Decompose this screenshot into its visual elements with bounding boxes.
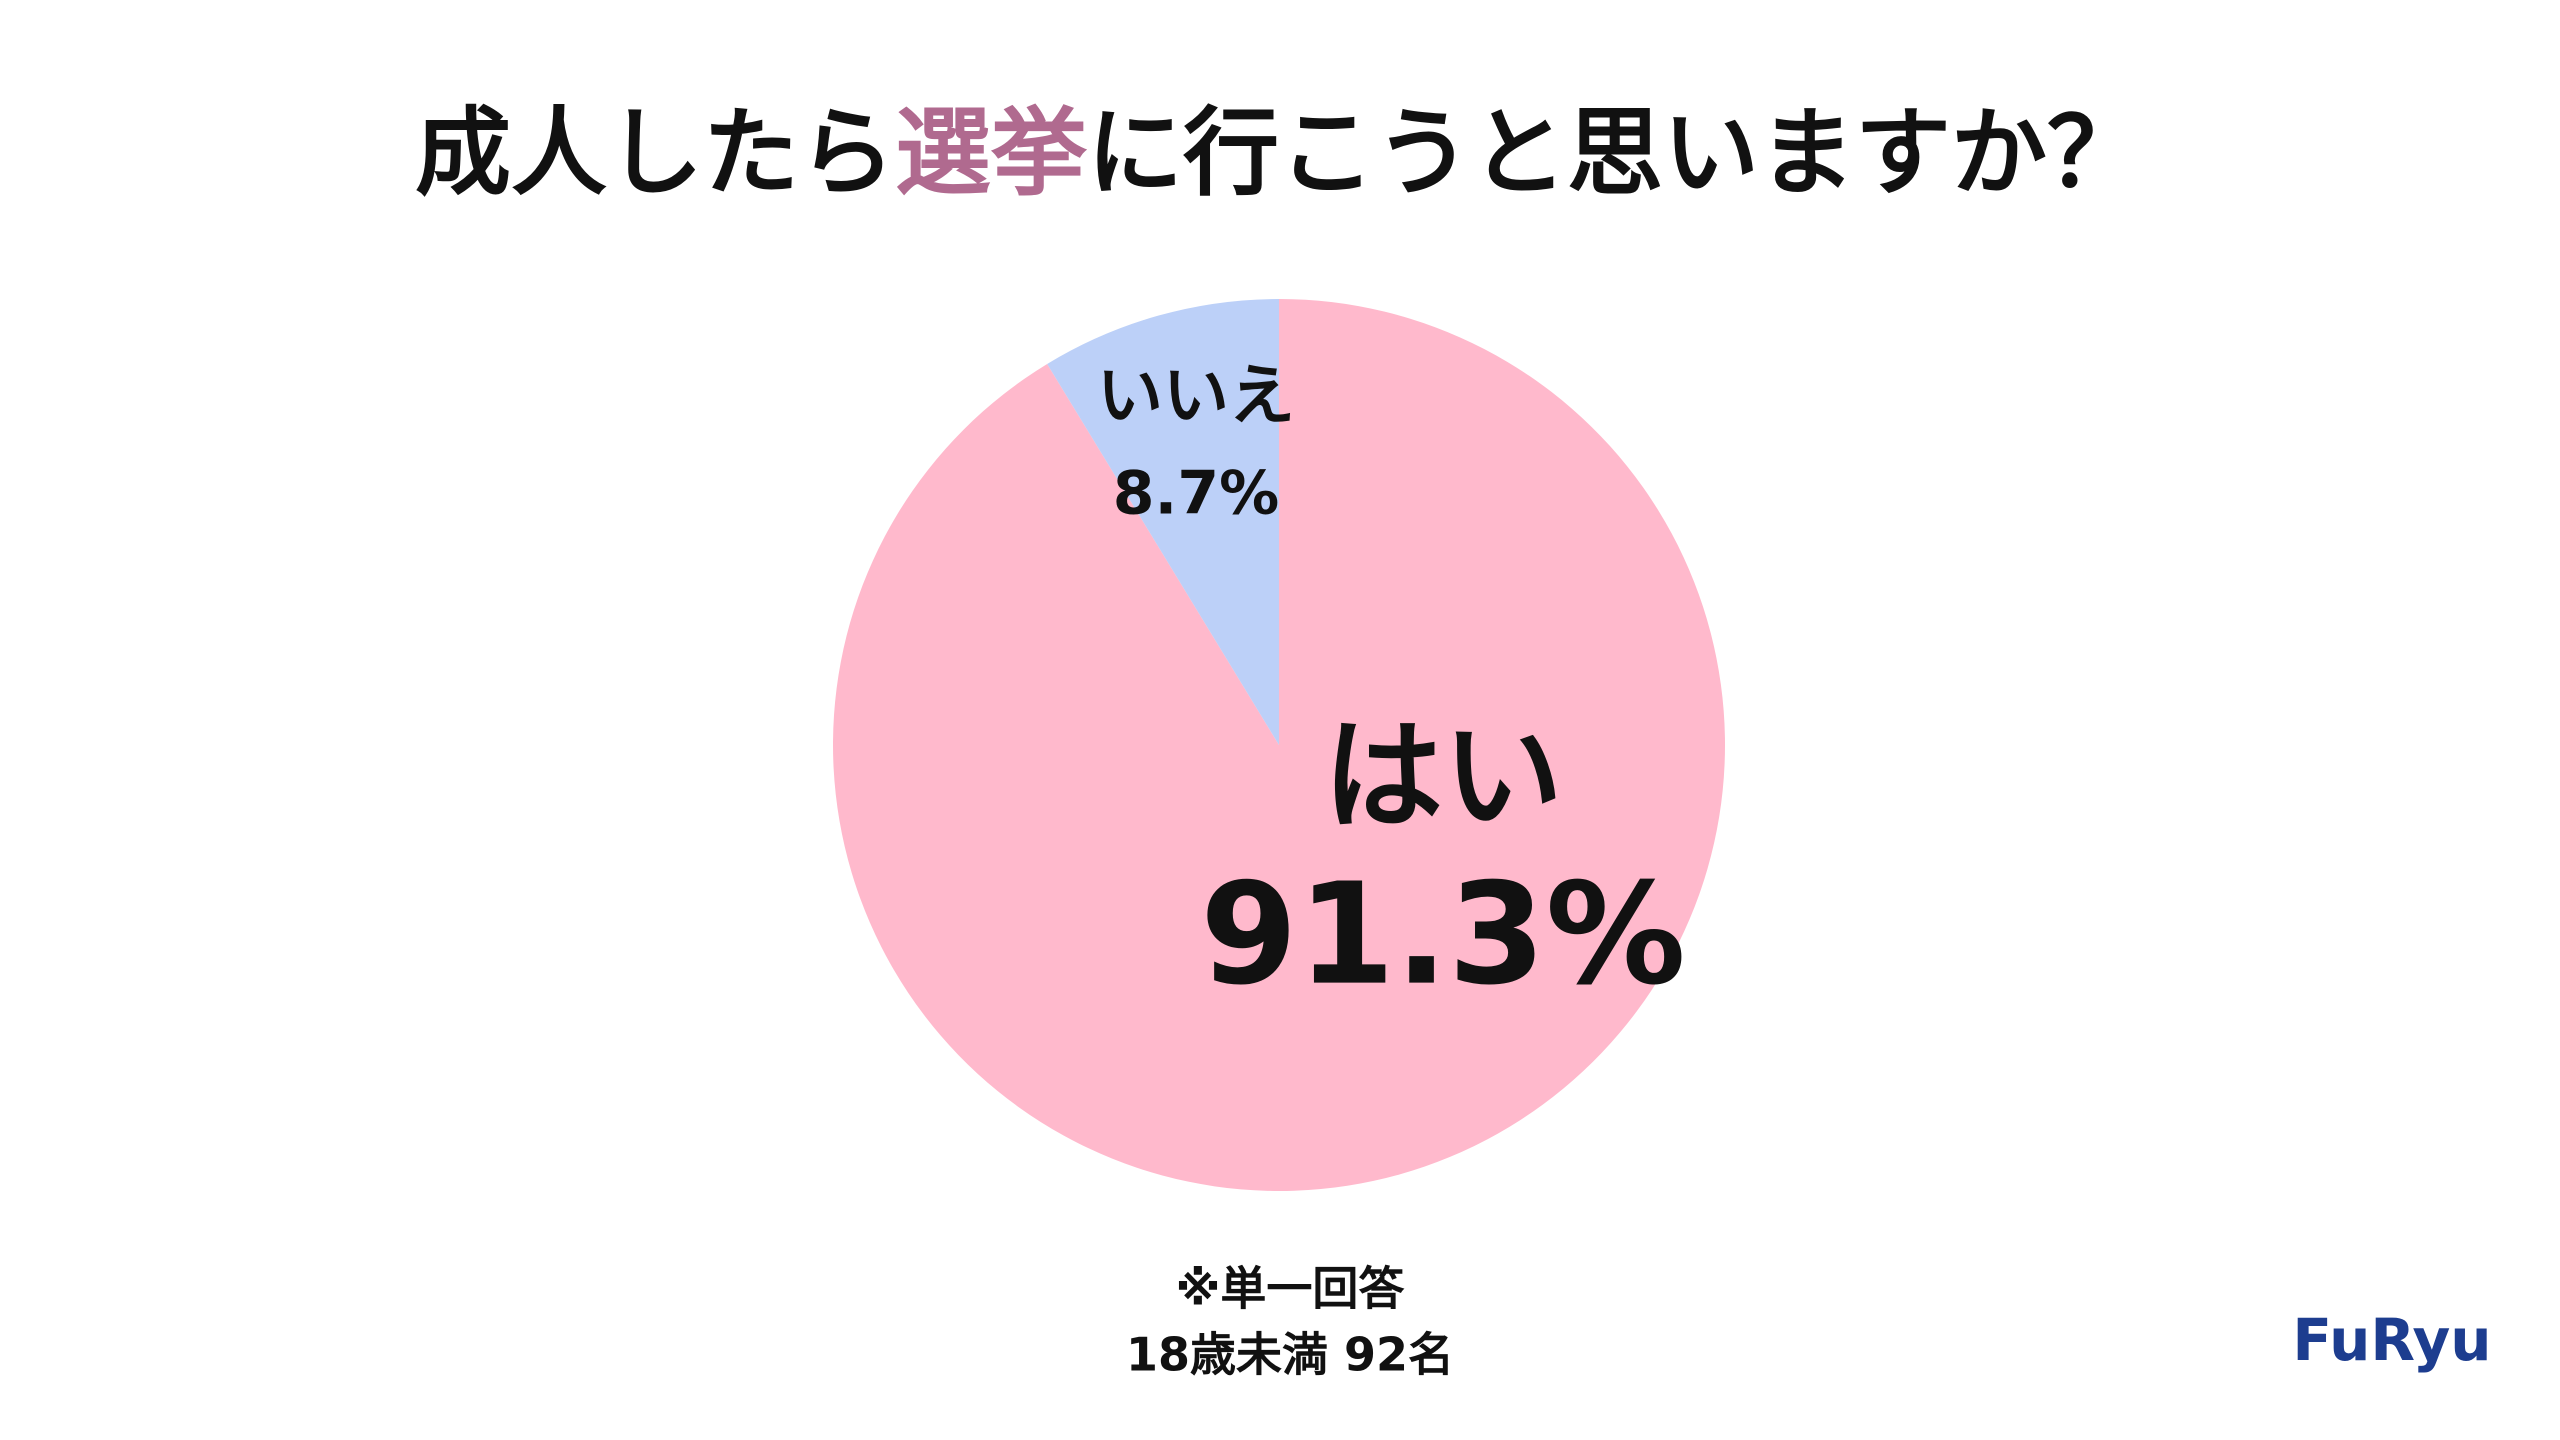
pie	[833, 299, 1726, 1191]
slice-label: はい	[1323, 708, 1563, 847]
note: ※単一回答	[1176, 1262, 1406, 1316]
note: 18歳未満 92名	[1126, 1328, 1454, 1382]
title-highlight: 選挙	[895, 97, 1088, 209]
slice-value-label: 91.3%	[1200, 854, 1686, 1017]
slice-value-label: 8.7%	[1113, 459, 1279, 529]
title-part: に行こうと思いますか？	[1087, 97, 2143, 209]
chart-title: 成人したら選挙に行こうと思いますか？	[415, 97, 2143, 209]
logo: FuRyu	[2292, 1306, 2491, 1374]
pie-slice	[1047, 299, 1279, 745]
slice-label: いいえ	[1097, 357, 1295, 434]
title-part: 成人したら	[415, 97, 895, 209]
pie-slice	[833, 299, 1726, 1191]
